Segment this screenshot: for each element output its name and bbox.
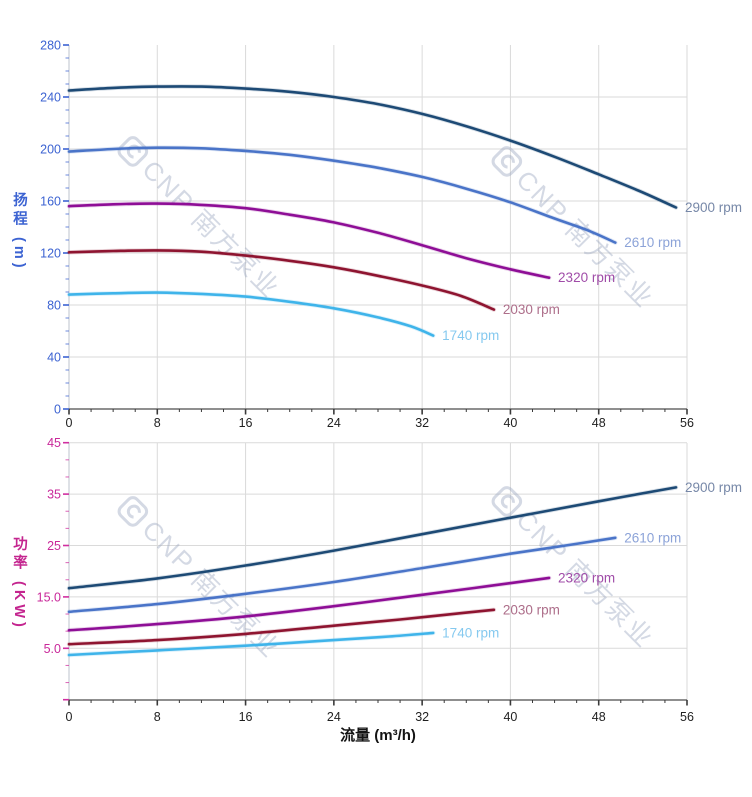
flow-tick-label: 32 — [415, 416, 429, 430]
power-chart-curves: 2900 rpm 2610 rpm 2320 rpm 2030 rpm 1740 rpm — [66, 480, 742, 658]
power-tick-label: 45 — [47, 436, 61, 450]
power-tick-label: 35 — [47, 488, 61, 502]
power-tick-label: 5.0 — [44, 642, 61, 656]
flow-tick-label: 8 — [154, 710, 161, 724]
flow-tick-label: 40 — [503, 710, 517, 724]
head-tick-label: 160 — [40, 195, 61, 209]
curve-2900 rpm — [67, 486, 678, 590]
power-tick-label: 25 — [47, 539, 61, 553]
flow-tick-label: 40 — [503, 416, 517, 430]
watermark-text: CNP 南方泵业 — [136, 154, 286, 304]
cnp-logo-icon — [117, 136, 149, 167]
flow-tick-label: 48 — [592, 710, 606, 724]
curve-label-2320 rpm: 2320 rpm — [558, 270, 615, 285]
curve-2030 rpm — [67, 608, 496, 646]
curve-glow-1740 rpm — [66, 290, 436, 338]
curve-2610 rpm — [67, 146, 617, 244]
watermark: CNP 南方泵业 — [117, 136, 286, 304]
head-axis-title: 扬程 (m) — [11, 192, 27, 272]
curve-1740 rpm — [67, 291, 435, 337]
curve-2610 rpm — [67, 536, 617, 614]
cnp-logo-icon — [491, 146, 523, 177]
curve-label-2030 rpm: 2030 rpm — [503, 602, 560, 617]
curve-label-2900 rpm: 2900 rpm — [685, 200, 742, 215]
head-tick-label: 200 — [40, 143, 61, 157]
curve-label-2900 rpm: 2900 rpm — [685, 480, 742, 495]
curve-2900 rpm — [67, 85, 678, 209]
cnp-logo-icon — [491, 486, 523, 517]
curve-label-2610 rpm: 2610 rpm — [624, 235, 681, 250]
power-chart-axes: 0 8 16 24 32 40 48 56 5.0 15.0 25 35 45 — [37, 436, 694, 724]
curve-2030 rpm — [67, 249, 496, 311]
flow-tick-label: 24 — [327, 416, 341, 430]
head-chart-curves: 2900 rpm 2610 rpm 2320 rpm 2030 rpm 1740 rpm — [66, 84, 742, 343]
watermark: CNP 南方泵业 — [491, 146, 660, 314]
flow-tick-label: 16 — [239, 416, 253, 430]
flow-tick-label: 56 — [680, 416, 694, 430]
flow-tick-label: 0 — [66, 710, 73, 724]
flow-tick-label: 0 — [66, 416, 73, 430]
flow-tick-label: 16 — [239, 710, 253, 724]
curve-label-2610 rpm: 2610 rpm — [624, 530, 681, 545]
curve-2320 rpm — [67, 202, 551, 279]
cnp-logo-icon — [117, 496, 149, 527]
curve-1740 rpm — [67, 631, 435, 657]
flow-tick-label: 24 — [327, 710, 341, 724]
head-tick-label: 0 — [54, 403, 61, 417]
head-tick-label: 280 — [40, 39, 61, 53]
power-axis-title: 功率 (KW) — [11, 536, 27, 631]
flow-tick-label: 8 — [154, 416, 161, 430]
flow-tick-label: 56 — [680, 710, 694, 724]
curve-label-1740 rpm: 1740 rpm — [442, 328, 499, 343]
curve-label-1740 rpm: 1740 rpm — [442, 625, 499, 640]
head-tick-label: 40 — [47, 351, 61, 365]
head-tick-label: 80 — [47, 299, 61, 313]
curve-glow-2320 rpm — [66, 201, 552, 280]
power-tick-label: 15.0 — [37, 590, 61, 604]
flow-tick-label: 32 — [415, 710, 429, 724]
head-tick-label: 120 — [40, 247, 61, 261]
curve-label-2030 rpm: 2030 rpm — [503, 302, 560, 317]
curve-2320 rpm — [67, 576, 551, 632]
flow-tick-label: 48 — [592, 416, 606, 430]
head-tick-label: 240 — [40, 91, 61, 105]
curve-label-2320 rpm: 2320 rpm — [558, 570, 615, 585]
power-chart-grid — [69, 442, 688, 700]
head-chart-axes: 0 8 16 24 32 40 48 56 0 40 80 120 160 200 240 280 — [40, 39, 694, 431]
flow-axis-title: 流量 (m³/h) — [340, 727, 416, 744]
